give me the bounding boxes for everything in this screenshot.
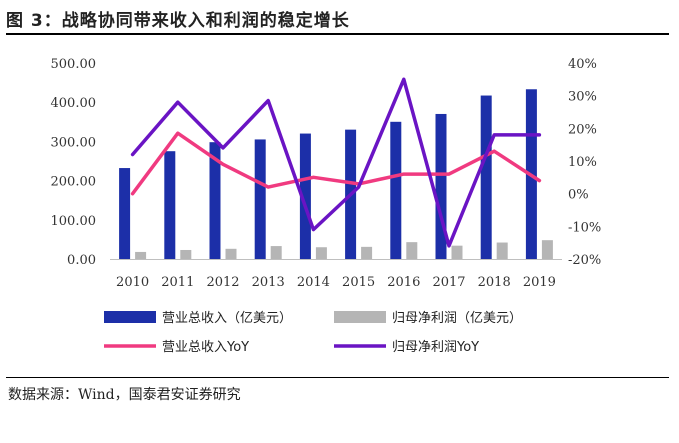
figure-title: 图 3：战略协同带来收入和利润的稳定增长	[6, 11, 350, 31]
x-axis-tick-label: 2019	[523, 275, 556, 290]
right-axis-tick-label: 40%	[568, 57, 597, 72]
profit-bar	[496, 242, 508, 259]
legend-profit-label: 归母净利润（亿美元）	[392, 311, 522, 326]
revenue-bar	[299, 133, 311, 259]
left-axis-tick-label: 0.00	[67, 253, 96, 268]
revenue-bar	[480, 95, 492, 259]
title-rule	[6, 33, 669, 35]
x-axis-tick-label: 2014	[297, 275, 330, 290]
x-axis-tick-label: 2017	[432, 275, 465, 290]
x-axis-tick-label: 2016	[387, 275, 420, 290]
profit-bar	[270, 246, 282, 259]
source-rule	[6, 377, 669, 378]
x-axis-tick-label: 2015	[342, 275, 375, 290]
right-axis-tick-label: -10%	[568, 220, 601, 235]
right-axis-tick-label: 0%	[568, 188, 589, 203]
legend-revenue-yoy-label: 营业总收入YoY	[162, 340, 249, 355]
right-axis-tick-label: 30%	[568, 90, 597, 105]
source-note: 数据来源：Wind，国泰君安证券研究	[8, 387, 241, 403]
x-axis-tick-label: 2012	[206, 275, 239, 290]
chart-canvas: 0.00 100.00 200.00 300.00 400.00 500.00 -20% -1…	[51, 57, 602, 355]
profit-yoy-line	[130, 77, 542, 248]
left-axis-tick-label: 100.00	[51, 214, 97, 229]
revenue-bar	[209, 142, 221, 259]
x-axis-tick-label: 2010	[116, 275, 149, 290]
revenue-bar	[435, 113, 447, 260]
left-axis-tick-label: 400.00	[51, 96, 97, 111]
revenue-bar	[119, 168, 131, 259]
profit-bar	[361, 246, 373, 259]
profit-bar	[225, 248, 237, 259]
right-axis-tick-label: 20%	[568, 122, 597, 137]
profit-bar	[406, 242, 418, 259]
profit-bar	[180, 249, 192, 259]
legend-profit-yoy-label: 归母净利润YoY	[392, 340, 479, 355]
right-axis-tick-label: -20%	[568, 253, 601, 268]
revenue-bar	[390, 121, 402, 259]
right-axis-tick-label: 10%	[568, 155, 597, 170]
legend-revenue-swatch	[104, 311, 156, 323]
profit-bar	[451, 245, 463, 259]
x-axis-tick-label: 2011	[161, 275, 194, 290]
left-axis-tick-label: 500.00	[51, 57, 97, 72]
left-axis-tick-label: 200.00	[51, 175, 97, 190]
left-axis-tick-label: 300.00	[51, 135, 97, 150]
revenue-yoy-line	[130, 131, 542, 196]
revenue-bar	[254, 139, 266, 259]
profit-bar	[315, 247, 327, 259]
x-axis-tick-label: 2013	[252, 275, 285, 290]
profit-bar	[135, 251, 147, 259]
profit-bar	[541, 240, 553, 259]
revenue-bar	[164, 151, 176, 259]
x-axis-tick-label: 2018	[478, 275, 511, 290]
legend-profit-swatch	[334, 311, 386, 323]
legend-revenue-label: 营业总收入（亿美元）	[162, 311, 292, 326]
